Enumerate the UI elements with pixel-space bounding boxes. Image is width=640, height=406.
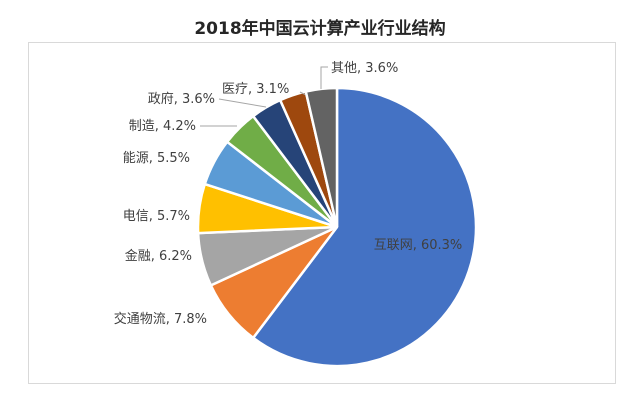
chart-title: 2018年中国云计算产业行业结构	[194, 19, 446, 39]
data-label: 制造, 4.2%	[129, 119, 196, 134]
chart-frame	[28, 42, 616, 384]
data-label: 互联网, 60.3%	[374, 238, 463, 253]
leader-line	[320, 66, 328, 89]
data-label: 政府, 3.6%	[148, 92, 215, 107]
data-label: 能源, 5.5%	[123, 151, 190, 166]
data-label: 医疗, 3.1%	[222, 82, 289, 97]
data-label: 交通物流, 7.8%	[114, 311, 207, 327]
pie-slice-1	[251, 86, 478, 368]
leader-line	[218, 98, 267, 108]
leader-line	[299, 91, 307, 96]
data-label: 金融, 6.2%	[125, 248, 192, 264]
data-label: 电信, 5.7%	[123, 209, 190, 224]
data-label: 其他, 3.6%	[331, 61, 398, 76]
